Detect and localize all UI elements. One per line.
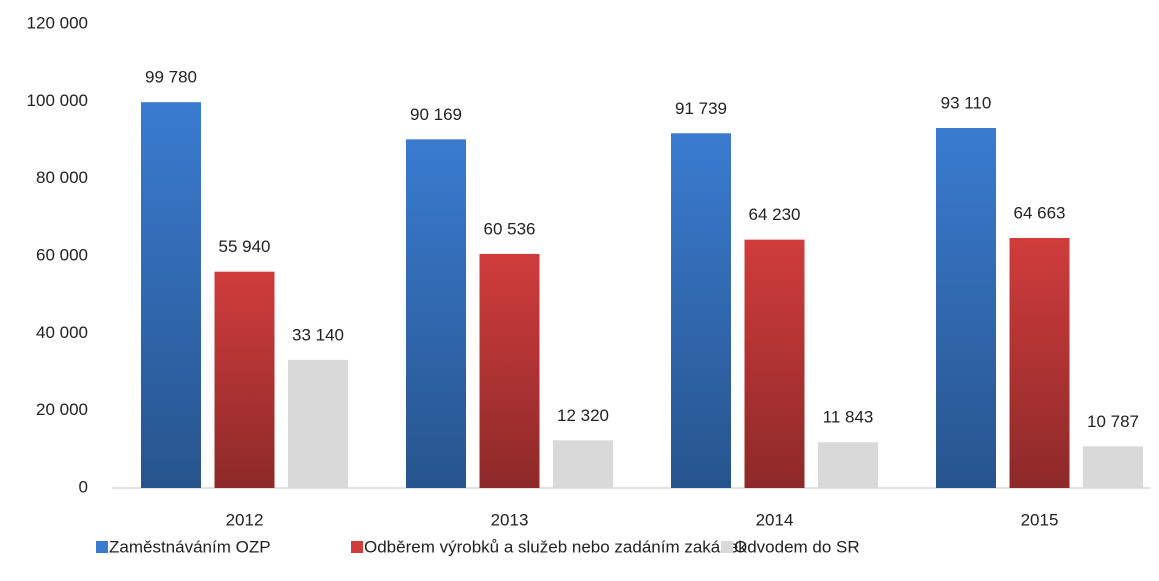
bar <box>214 271 275 488</box>
y-tick-label: 80 000 <box>36 168 88 187</box>
x-tick-label: 2013 <box>491 510 529 529</box>
value-label: 12 320 <box>557 406 609 425</box>
y-tick-label: 40 000 <box>36 323 88 342</box>
value-label: 10 787 <box>1087 412 1139 431</box>
y-tick-label: 100 000 <box>27 91 88 110</box>
value-label: 91 739 <box>675 99 727 118</box>
value-label: 64 230 <box>749 205 801 224</box>
bar <box>936 127 996 488</box>
value-label: 11 843 <box>823 408 874 427</box>
y-tick-label: 0 <box>79 477 88 496</box>
x-tick-label: 2012 <box>226 510 264 529</box>
x-tick-label: 2014 <box>756 510 794 529</box>
y-tick-label: 20 000 <box>36 400 88 419</box>
bar <box>141 102 201 489</box>
bar <box>406 139 466 488</box>
value-label: 60 536 <box>484 219 536 238</box>
legend-swatch <box>351 541 363 553</box>
bar <box>671 133 731 488</box>
legend-label: Odběrem výrobků a služeb nebo zadáním za… <box>364 537 747 556</box>
bar <box>553 440 613 488</box>
value-label: 99 780 <box>145 68 197 87</box>
bar <box>1009 237 1070 488</box>
legend-label: Zaměstnáváním OZP <box>109 537 271 556</box>
y-tick-label: 60 000 <box>36 245 88 264</box>
legend-swatch <box>96 541 108 553</box>
bar <box>744 239 805 488</box>
bar <box>1083 446 1143 488</box>
y-tick-label: 120 000 <box>27 13 88 32</box>
value-label: 33 140 <box>292 325 344 344</box>
legend-swatch <box>721 541 733 553</box>
bar <box>479 253 540 488</box>
value-label: 64 663 <box>1014 203 1066 222</box>
bar <box>818 442 878 488</box>
bar <box>288 359 348 488</box>
value-label: 93 110 <box>941 93 992 112</box>
legend-label: Odvodem do SR <box>734 537 860 556</box>
value-label: 55 940 <box>219 237 271 256</box>
value-label: 90 169 <box>410 105 462 124</box>
x-tick-label: 2015 <box>1021 510 1059 529</box>
